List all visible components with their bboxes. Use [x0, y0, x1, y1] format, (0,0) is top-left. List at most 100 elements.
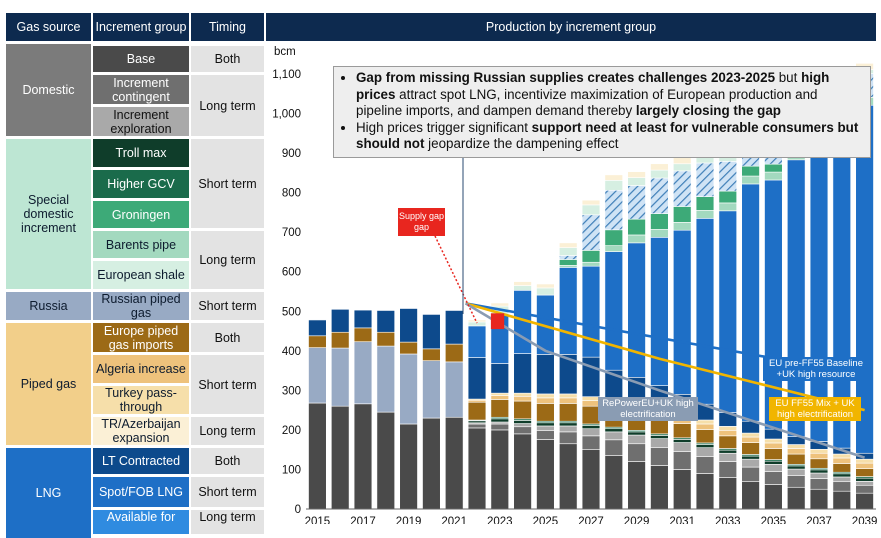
callout-bullet-2: High prices trigger significant support … [356, 120, 862, 153]
bar-segment-europe-piped-gas-imports-2031 [673, 423, 692, 439]
bar-segment-european-shale-2026 [559, 247, 578, 256]
scenario-line-1 [465, 302, 865, 412]
bar-segment-european-shale-2027 [581, 204, 601, 216]
bar-segment-tr-azerbaijan-expansion-2028 [604, 174, 623, 181]
bar-segment-increment-contingent-2026 [559, 431, 578, 445]
bar-segment-increment-contingent-2022 [467, 423, 487, 429]
supply-gap-box [398, 208, 445, 236]
y-tick-label: 300 [282, 385, 301, 397]
bar-segment-base-2033 [718, 477, 737, 510]
group-russian-piped-gas: Russian piped gas [93, 292, 189, 320]
bar-segment-groningen-2026 [559, 259, 578, 266]
bar-segment-groningen-2034 [741, 165, 760, 177]
bar-segment-increment-exploration-2031 [673, 442, 692, 452]
bar-segment-increment-exploration-2029 [627, 434, 646, 445]
label-repowereu: RePowerEU+UK high electrification [598, 397, 698, 421]
bar-segment-increment-exploration-2025 [536, 425, 555, 432]
bar-segment-increment-exploration-2036 [787, 468, 806, 476]
label-eu-ff55-mix: EU FF55 Mix + UK high electrification [769, 397, 861, 421]
bar-segment-europe-piped-gas-imports-2016 [331, 331, 350, 349]
bar-segment-europe-piped-gas-imports-2032 [695, 429, 715, 444]
supply-gap-label-2: gap [414, 222, 429, 232]
timing-special-short: Short term [191, 139, 264, 228]
timing-spot-lng: Short term [191, 477, 264, 507]
timing-europe-piped: Both [191, 323, 264, 352]
bar-segment-algeria-increase-2037 [809, 452, 829, 460]
bar-segment-increment-contingent-2032 [695, 456, 715, 474]
bar-segment-turkey-pass-through-2036 [787, 444, 806, 449]
bar-segment-increment-exploration-2033 [718, 452, 737, 462]
group-europe-piped-imports: Europe piped gas imports [93, 323, 189, 352]
bar-segment-troll-max-2038 [832, 473, 851, 478]
bar-segment-tr-azerbaijan-expansion-2026 [559, 242, 578, 248]
x-tick-label: 2033 [715, 516, 741, 524]
supply-gap-label: Supply gap [399, 211, 444, 221]
bar-segment-troll-max-2028 [604, 428, 623, 433]
header-timing: Timing [191, 13, 264, 41]
bar-segment-european-shale-2024 [513, 285, 532, 291]
bar-segment-barents-pipe-2033 [718, 202, 737, 212]
bar-segment-european-shale-2029 [627, 177, 646, 186]
bar-segment-russian-piped-gas-2015 [308, 347, 327, 404]
bar-segment-increment-contingent-2033 [718, 461, 737, 478]
bar-segment-turkey-pass-through-2024 [513, 392, 532, 397]
timing-domestic-increment: Long term [191, 75, 264, 136]
bar-segment-lt-contracted-2021 [445, 310, 464, 345]
bar-segment-algeria-increase-2023 [490, 395, 509, 400]
y-tick-label: 1,100 [272, 69, 301, 81]
bar-segment-europe-piped-gas-imports-2030 [650, 418, 669, 435]
bar-segment-turkey-pass-through-2025 [536, 393, 555, 399]
bar-segment-russian-piped-gas-2018 [376, 345, 395, 413]
x-tick-label: 2023 [487, 516, 513, 524]
bar-segment-base-2015 [308, 402, 327, 510]
bar-segment-base-2016 [331, 405, 350, 510]
bar-segment-russian-piped-gas-2020 [422, 360, 441, 419]
bar-segment-tr-azerbaijan-expansion-2030 [650, 163, 669, 171]
bar-segment-algeria-increase-2026 [559, 397, 578, 404]
bar-segment-increment-contingent-2025 [536, 430, 555, 440]
bar-segment-europe-piped-gas-imports-2022 [467, 401, 487, 421]
bar-segment-troll-max-2026 [559, 422, 578, 427]
bar-segment-base-2022 [467, 427, 487, 510]
bar-segment-tr-azerbaijan-expansion-2029 [627, 171, 646, 178]
supply-gap-connector [434, 235, 478, 324]
bar-segment-increment-exploration-2030 [650, 438, 669, 449]
group-turkey-pass-through: Turkey pass-through [93, 386, 189, 414]
scenario-line-2 [464, 302, 866, 459]
bar-segment-algeria-increase-2024 [513, 395, 532, 402]
bar-segment-turkey-pass-through-2038 [832, 453, 851, 459]
bar-segment-turkey-pass-through-2039 [855, 458, 874, 464]
bar-segment-base-2028 [604, 455, 623, 510]
bar-segment-troll-max-2039 [855, 477, 874, 482]
group-spot-fob-lng: Spot/FOB LNG [93, 477, 189, 507]
bar-segment-spot-fob-lng-2028 [604, 251, 623, 371]
timing-special-long: Long term [191, 231, 264, 289]
bar-segment-groningen-2027 [581, 250, 601, 263]
bar-segment-increment-exploration-2032 [695, 447, 715, 457]
bar-segment-troll-max-2031 [673, 439, 692, 443]
bar-segment-increment-contingent-2034 [741, 466, 760, 482]
bar-segment-algeria-increase-2035 [764, 442, 783, 449]
bar-segment-increment-exploration-2028 [604, 431, 623, 441]
bar-segment-increment-exploration-2024 [513, 423, 532, 428]
bar-segment-troll-max-2032 [695, 444, 715, 449]
source-russia: Russia [6, 292, 91, 320]
bar-segment-base-2038 [832, 490, 851, 510]
bar-segment-troll-max-2030 [650, 435, 669, 439]
bar-segment-base-2020 [422, 417, 441, 510]
timing-piped-long: Long term [191, 417, 264, 445]
bar-segment-troll-max-2024 [513, 420, 532, 424]
bar-segment-base-2029 [627, 461, 646, 510]
group-groningen: Groningen [93, 201, 189, 228]
group-european-shale: European shale [93, 261, 189, 289]
bar-segment-base-2017 [353, 403, 373, 510]
bar-segment-spot-fob-lng-2033 [718, 210, 737, 413]
bar-segment-europe-piped-gas-imports-2036 [787, 453, 806, 465]
bar-segment-tr-azerbaijan-expansion-2023 [490, 302, 509, 307]
bar-segment-lt-contracted-2016 [331, 308, 350, 333]
bar-segment-troll-max-2025 [536, 422, 555, 427]
bar-segment-increment-contingent-2036 [787, 475, 806, 488]
bar-segment-europe-piped-gas-imports-2026 [559, 403, 578, 422]
bar-segment-lt-contracted-2015 [308, 319, 327, 337]
bar-segment-base-2031 [673, 469, 692, 510]
